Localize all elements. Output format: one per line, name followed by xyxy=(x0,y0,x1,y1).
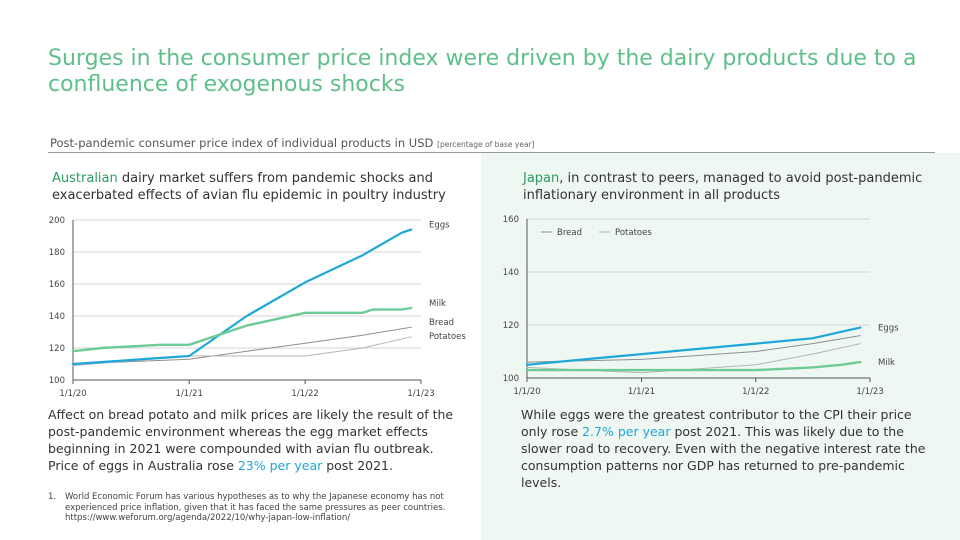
jp-series-label-eggs: Eggs xyxy=(878,324,899,334)
footnote: 1. World Economic Forum has various hypo… xyxy=(48,492,478,524)
japan-heading-text: , in contrast to peers, managed to avoid… xyxy=(523,171,923,203)
jp-legend-label-potatoes: Potatoes xyxy=(615,228,652,238)
japan-commentary: While eggs were the greatest contributor… xyxy=(521,406,941,491)
australia-commentary: Affect on bread potato and milk prices a… xyxy=(48,406,458,474)
japan-heading: Japan, in contrast to peers, managed to … xyxy=(523,170,923,204)
au-series-bread-line xyxy=(72,326,412,365)
japan-commentary-text: While eggs were the greatest contributor… xyxy=(521,407,912,439)
au-y-tick-label: 180 xyxy=(49,248,65,258)
au-y-tick-label: 140 xyxy=(49,312,65,322)
jp-y-tick-label: 120 xyxy=(503,321,519,331)
subtitle-note: [percentage of base year] xyxy=(437,140,535,149)
au-y-tick-label: 160 xyxy=(49,280,65,290)
au-series-label-eggs: Eggs xyxy=(429,221,450,231)
subtitle-main: Post-pandemic consumer price index of in… xyxy=(50,136,434,150)
au-series-milk-line xyxy=(71,306,413,353)
japan-commentary-end: post 2021. This was likely due to the sl… xyxy=(521,424,926,490)
jp-series-bread-line xyxy=(526,335,861,363)
jp-x-tick-label: 1/1/23 xyxy=(856,387,883,397)
australia-heading-text: dairy market suffers from pandemic shock… xyxy=(52,171,446,203)
footnote-text: World Economic Forum has various hypothe… xyxy=(65,492,446,523)
au-x-tick-label: 1/1/21 xyxy=(176,389,203,399)
jp-y-tick-label: 100 xyxy=(503,374,519,384)
japan-cpi-chart: 100 120 140 160 1/1/20 1/1/21 1/1/22 1/1/23 Eggs… xyxy=(503,215,899,397)
footnote-number: 1. xyxy=(48,492,57,502)
au-x-tick-label: 1/1/23 xyxy=(407,389,434,399)
au-y-tick-label: 120 xyxy=(49,344,65,354)
au-series-label-potatoes: Potatoes xyxy=(429,332,466,342)
au-y-tick-label: 200 xyxy=(49,216,65,226)
japan-heading-highlight: Japan xyxy=(523,171,560,186)
header-divider xyxy=(48,152,935,153)
jp-legend-label-bread: Bread xyxy=(557,228,582,238)
jp-y-tick-label: 160 xyxy=(503,215,519,225)
jp-y-tick-label: 140 xyxy=(503,268,519,278)
jp-x-tick-label: 1/1/20 xyxy=(513,387,540,397)
chart-subtitle: Post-pandemic consumer price index of in… xyxy=(50,136,535,150)
au-series-label-milk: Milk xyxy=(429,299,446,309)
australia-heading-highlight: Australian xyxy=(52,171,118,186)
australia-commentary-text: Affect on bread potato and milk prices a… xyxy=(48,407,454,473)
japan-growth-rate: 2.7% per year xyxy=(582,424,671,439)
jp-series-label-milk: Milk xyxy=(878,358,895,368)
australia-growth-rate: 23% per year xyxy=(237,458,323,473)
au-series-label-bread: Bread xyxy=(429,318,454,328)
australia-cpi-chart: 100 120 140 160 180 200 1/1/20 1/1/21 1/1/22 1/1/… xyxy=(49,216,467,399)
australia-heading: Australian dairy market suffers from pan… xyxy=(52,170,452,204)
jp-x-tick-label: 1/1/22 xyxy=(742,387,769,397)
au-x-tick-label: 1/1/22 xyxy=(291,389,318,399)
australia-commentary-end: post 2021. xyxy=(322,458,393,473)
jp-x-tick-label: 1/1/21 xyxy=(628,387,655,397)
au-y-tick-label: 100 xyxy=(49,376,65,386)
jp-series-milk-line xyxy=(525,360,862,372)
au-x-tick-label: 1/1/20 xyxy=(59,389,86,399)
au-series-eggs-line xyxy=(71,228,413,366)
page-title: Surges in the consumer price index were … xyxy=(48,46,917,97)
jp-series-eggs-line xyxy=(525,326,862,366)
